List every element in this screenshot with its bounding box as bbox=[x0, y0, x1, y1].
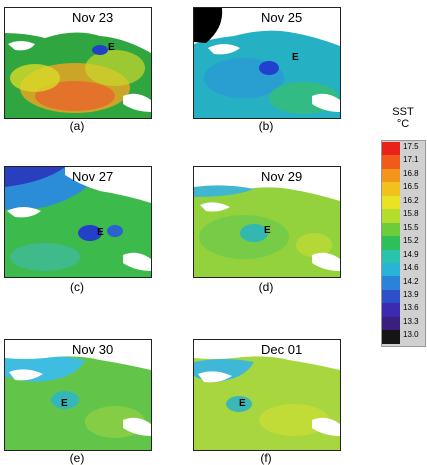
colorbar-swatch bbox=[382, 195, 400, 210]
eddy-marker-a: E bbox=[108, 42, 115, 53]
colorbar-swatch bbox=[382, 262, 400, 277]
eddy-marker-e: E bbox=[61, 398, 68, 409]
panel-date-e: Nov 30 bbox=[72, 342, 114, 357]
colorbar-swatch bbox=[382, 182, 400, 196]
sst-panel-e: Nov 30 E bbox=[4, 339, 152, 451]
colorbar-swatch bbox=[382, 209, 400, 223]
panel-date-d: Nov 29 bbox=[261, 169, 303, 184]
colorbar-swatches bbox=[382, 142, 400, 344]
colorbar-tick-label: 16.5 bbox=[403, 182, 419, 192]
colorbar-swatch bbox=[382, 276, 400, 290]
sst-panel-b: Nov 25 E bbox=[193, 7, 341, 119]
sst-panel-a: Nov 23 E bbox=[4, 7, 152, 119]
colorbar-tick-label: 13.0 bbox=[403, 330, 419, 340]
panel-date-f: Dec 01 bbox=[261, 342, 303, 357]
colorbar-swatch bbox=[382, 289, 400, 304]
colorbar-tick-label: 13.6 bbox=[403, 303, 419, 313]
colorbar-tick-label: 15.2 bbox=[403, 236, 419, 246]
sst-map-f bbox=[194, 340, 340, 450]
colorbar-tick-label: 16.8 bbox=[403, 168, 419, 178]
sst-panel-f: Dec 01 E bbox=[193, 339, 341, 451]
colorbar-title: SST bbox=[392, 106, 414, 118]
sst-map-b bbox=[194, 8, 340, 118]
colorbar-swatch bbox=[382, 303, 400, 317]
sst-map-c bbox=[5, 167, 151, 277]
colorbar-tick-label: 15.5 bbox=[403, 222, 419, 232]
colorbar-tick-label: 13.3 bbox=[403, 316, 419, 326]
panel-caption-e: (e) bbox=[69, 451, 85, 465]
colorbar-tick-label: 14.6 bbox=[403, 263, 419, 273]
colorbar-tick-label: 15.8 bbox=[403, 209, 419, 219]
colorbar-tick-label: 14.2 bbox=[403, 276, 419, 286]
eddy-marker-d: E bbox=[264, 225, 271, 236]
colorbar-swatch bbox=[382, 142, 400, 156]
sst-panel-d: Nov 29 E bbox=[193, 166, 341, 278]
panel-caption-f: (f) bbox=[260, 451, 272, 465]
colorbar-tick-label: 17.1 bbox=[403, 155, 419, 165]
colorbar-swatch bbox=[382, 168, 400, 183]
panel-date-c: Nov 27 bbox=[72, 169, 114, 184]
panel-caption-a: (a) bbox=[69, 119, 85, 133]
colorbar-swatch bbox=[382, 222, 400, 237]
sst-map-d bbox=[194, 167, 340, 277]
colorbar-swatch bbox=[382, 316, 400, 331]
colorbar-swatch bbox=[382, 249, 400, 263]
panel-caption-c: (c) bbox=[70, 280, 84, 294]
sst-map-e bbox=[5, 340, 151, 450]
colorbar-swatch bbox=[382, 330, 400, 344]
colorbar-tick-label: 16.2 bbox=[403, 195, 419, 205]
panel-caption-d: (d) bbox=[258, 280, 274, 294]
eddy-marker-c: E bbox=[97, 227, 104, 238]
colorbar-tick-label: 14.9 bbox=[403, 249, 419, 259]
colorbar-unit: °C bbox=[396, 118, 410, 130]
sst-panel-c: Nov 27 E bbox=[4, 166, 152, 278]
panel-caption-b: (b) bbox=[258, 119, 274, 133]
eddy-marker-b: E bbox=[292, 52, 299, 63]
eddy-marker-f: E bbox=[239, 398, 246, 409]
colorbar-tick-label: 17.5 bbox=[403, 142, 419, 151]
colorbar-swatch bbox=[382, 155, 400, 169]
panel-date-a: Nov 23 bbox=[72, 10, 114, 25]
sst-map-a bbox=[5, 8, 151, 118]
colorbar-tick-label: 13.9 bbox=[403, 289, 419, 299]
colorbar-swatch bbox=[382, 236, 400, 250]
panel-date-b: Nov 25 bbox=[261, 10, 303, 25]
